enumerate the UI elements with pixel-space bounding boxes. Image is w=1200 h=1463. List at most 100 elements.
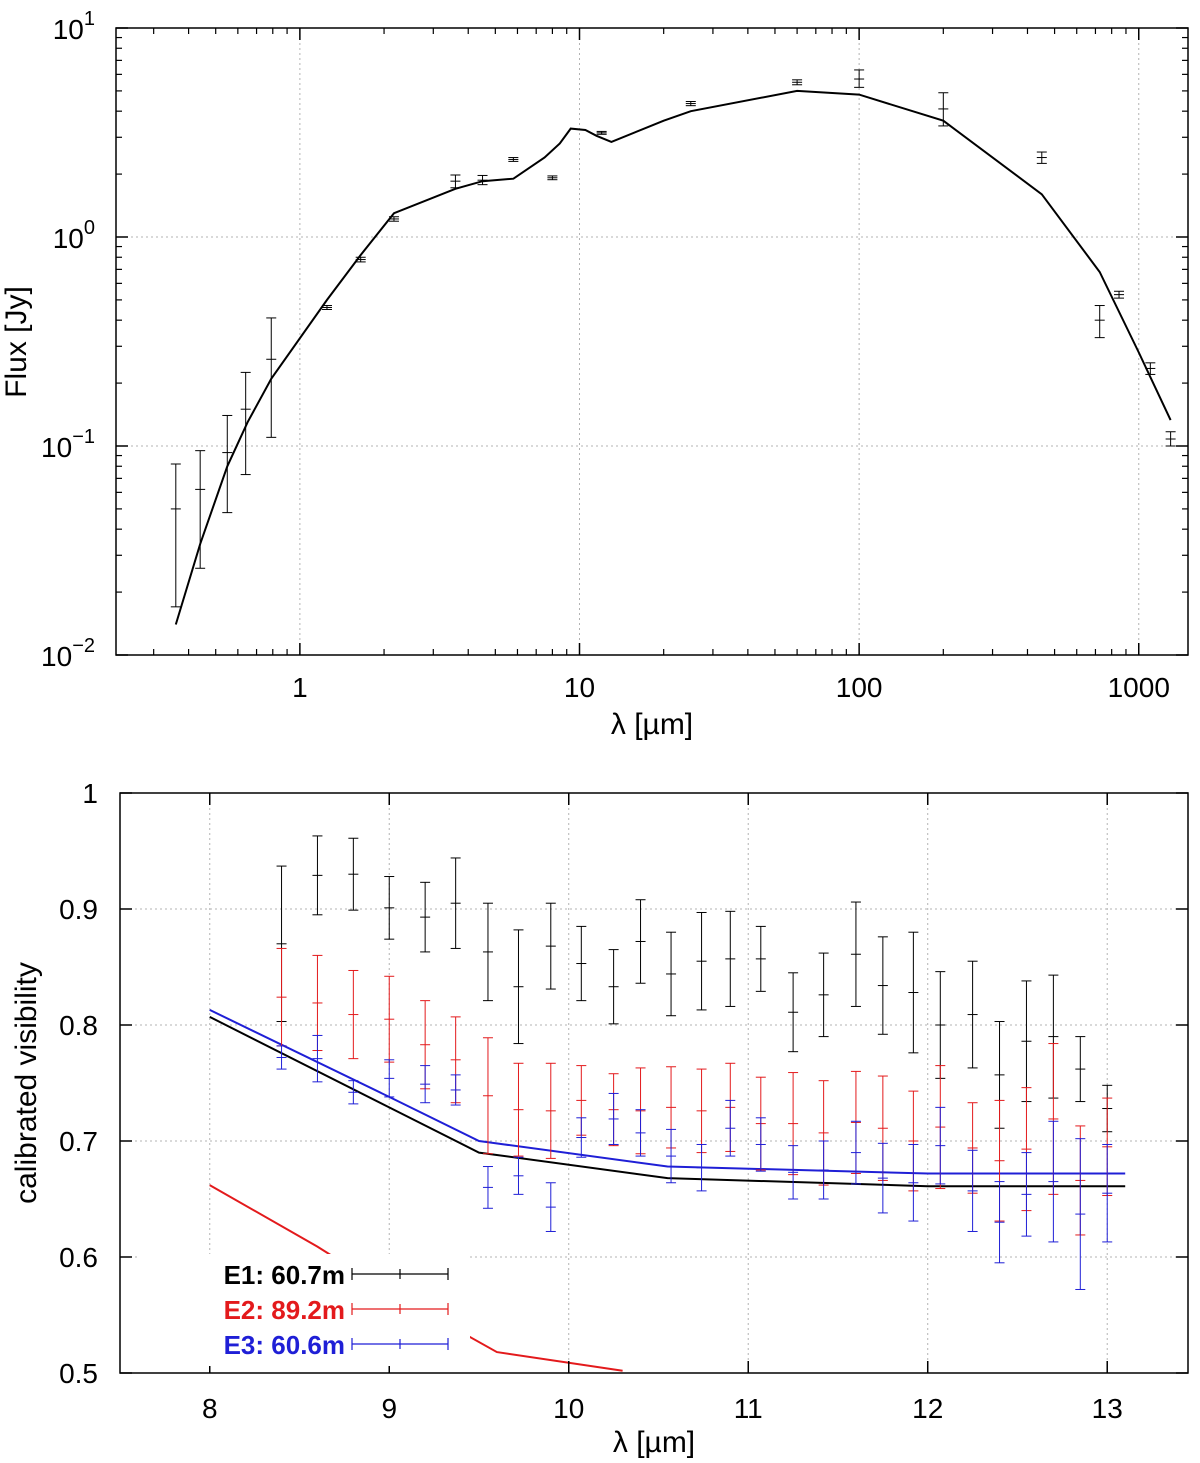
sed-y-axis-label: Flux [Jy] <box>0 286 33 398</box>
visibility-data-point <box>312 1034 323 1083</box>
visibility-data-point <box>276 947 287 1047</box>
sed-data-point <box>195 450 206 569</box>
visibility-model-line <box>209 1016 1126 1188</box>
visibility-data-point <box>755 1117 766 1172</box>
visibility-data-point <box>877 1142 888 1214</box>
sed-data-point <box>1036 151 1047 164</box>
visibility-data-point <box>608 1092 619 1145</box>
visibility-data-point <box>513 1062 524 1157</box>
visibility-data-point <box>420 881 431 953</box>
visibility-y-axis-label: calibrated visibility <box>10 962 43 1204</box>
visibility-data-point <box>935 971 946 1079</box>
visibility-data-point <box>384 1059 395 1098</box>
visibility-data-point <box>696 911 707 1011</box>
visibility-data-point <box>348 969 359 1060</box>
visibility-data-point <box>276 1045 287 1070</box>
sed-y-tick-label: 10−2 <box>41 635 95 672</box>
legend-sample <box>351 1303 449 1315</box>
sed-data-point <box>321 305 332 310</box>
legend-label: E2: 89.2m <box>224 1295 345 1325</box>
visibility-data-point <box>725 1099 736 1157</box>
sed-model-line <box>174 89 1172 625</box>
visibility-data-point <box>1075 1036 1086 1103</box>
sed-y-tick-label: 101 <box>53 8 95 45</box>
visibility-data-point <box>908 1143 919 1222</box>
visibility-data-point <box>450 1074 461 1106</box>
legend: E1: 60.7m E2: 89.2m E3: 60.6m <box>140 1254 470 1366</box>
visibility-y-tick-label: 0.5 <box>59 1358 98 1389</box>
visibility-data-point <box>967 960 978 1069</box>
visibility-data-point <box>482 902 493 1002</box>
visibility-y-tick-label: 0.6 <box>59 1242 98 1273</box>
visibility-data-point <box>1102 1143 1113 1243</box>
visibility-data-point <box>1021 980 1032 1103</box>
visibility-data-point <box>635 899 646 984</box>
visibility-data-point <box>450 857 461 949</box>
visibility-y-tick-label: 1 <box>82 778 98 809</box>
sed-chart: 1 10 100 1000 10−2 10−1 100 101 λ [µm] Flux [Jy… <box>0 8 1189 741</box>
sed-data-point <box>596 130 607 135</box>
visibility-data-point <box>576 1117 587 1158</box>
visibility-data-point <box>348 1080 359 1105</box>
sed-x-axis-label: λ [µm] <box>611 708 693 741</box>
visibility-data-point <box>545 1062 556 1159</box>
visibility-data-point <box>384 876 395 940</box>
visibility-data-point <box>666 1128 677 1184</box>
visibility-data-point <box>1048 1120 1059 1243</box>
sed-data-point <box>1145 362 1156 375</box>
visibility-data-point <box>788 972 799 1053</box>
visibility-x-tick-label: 11 <box>734 1393 763 1424</box>
legend-label: E1: 60.7m <box>224 1260 345 1290</box>
sed-data-point <box>685 100 696 107</box>
sed-ticks: 1 10 100 1000 10−2 10−1 100 101 <box>41 8 1188 703</box>
sed-grid <box>116 28 1188 655</box>
sed-data-point <box>1165 431 1176 447</box>
visibility-x-tick-label: 8 <box>202 1393 218 1424</box>
sed-x-tick-label: 10 <box>564 672 595 703</box>
visibility-data-point <box>788 1145 799 1200</box>
sed-data-point <box>388 216 399 222</box>
visibility-data-point <box>877 936 888 1035</box>
sed-data-point <box>1114 290 1125 299</box>
visibility-x-tick-label: 13 <box>1092 1393 1123 1424</box>
sed-data-point <box>938 92 949 127</box>
sed-frame <box>115 27 1189 656</box>
visibility-data-point <box>576 925 587 1002</box>
sed-data-point <box>477 174 488 186</box>
visibility-data-point <box>696 1143 707 1192</box>
sed-data-point <box>854 69 865 88</box>
sed-y-tick-label: 100 <box>53 217 95 254</box>
visibility-data-point <box>818 1140 829 1200</box>
visibility-data-point <box>994 1181 1005 1264</box>
visibility-data-point <box>312 835 323 916</box>
visibility-data-point <box>482 1037 493 1155</box>
visibility-data-point <box>1021 1152 1032 1237</box>
visibility-data-point <box>545 902 556 990</box>
visibility-data-point <box>482 1166 493 1209</box>
sed-data-point <box>450 174 461 189</box>
sed-data-point <box>1094 305 1105 339</box>
visibility-data-point <box>967 1149 978 1232</box>
visibility-y-tick-label: 0.7 <box>59 1126 98 1157</box>
sed-data-point <box>266 317 277 438</box>
sed-data-point <box>170 463 181 608</box>
visibility-data-point <box>513 929 524 1045</box>
visibility-data-point <box>696 1068 707 1154</box>
visibility-data-point <box>312 954 323 1052</box>
sed-data-point <box>508 157 519 162</box>
visibility-x-tick-label: 12 <box>912 1393 943 1424</box>
sed-data-point <box>240 371 251 476</box>
sed-x-tick-label: 1 <box>292 672 308 703</box>
sed-y-tick-label: 10−1 <box>41 426 95 463</box>
visibility-x-tick-label: 10 <box>553 1393 584 1424</box>
visibility-data-point <box>635 1109 646 1157</box>
visibility-data-point <box>348 837 359 911</box>
visibility-chart: 8 9 10 11 12 13 0.5 0.6 0.7 0.8 0.9 1 E1: 60.7m E2: … <box>10 778 1189 1459</box>
visibility-data-point <box>935 1106 946 1185</box>
visibility-data-point <box>608 949 619 1025</box>
visibility-data-point <box>908 931 919 1054</box>
visibility-data-point <box>755 925 766 992</box>
legend-sample <box>351 1268 449 1280</box>
legend-background <box>140 1254 470 1366</box>
